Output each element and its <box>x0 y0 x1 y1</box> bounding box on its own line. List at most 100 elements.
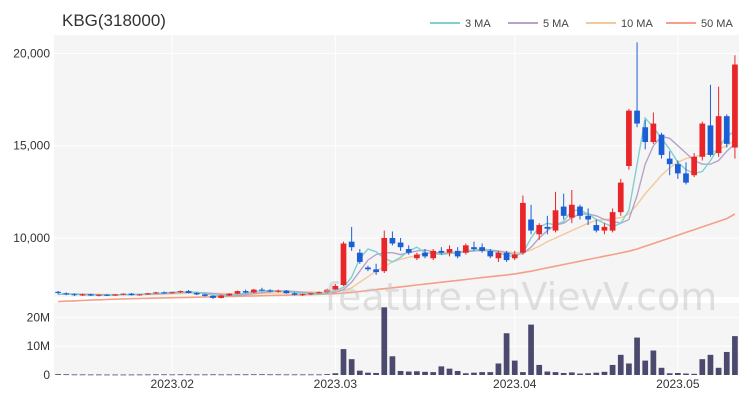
volume-bar <box>316 374 322 376</box>
volume-bar <box>299 374 306 376</box>
candle-body <box>617 182 624 213</box>
date-tick-label: 2023.03 <box>314 377 358 391</box>
candle-body <box>414 254 420 259</box>
volume-bar <box>87 374 94 376</box>
candle-body <box>691 156 698 176</box>
volume-bar <box>723 351 730 375</box>
volume-bar <box>373 372 379 375</box>
candle-body <box>544 226 551 229</box>
candle-body <box>153 292 159 294</box>
candle-body <box>348 241 355 248</box>
volume-bar <box>275 374 282 376</box>
candle-body <box>308 293 314 295</box>
candle-body <box>723 116 730 144</box>
candle-body <box>128 293 135 296</box>
legend: 3 MA 5 MA 10 MA 50 MA <box>430 18 733 30</box>
volume-bar <box>128 374 135 376</box>
volume-bar <box>381 307 388 375</box>
volume-bar <box>487 372 494 375</box>
ma50-legend-label: 50 MA <box>701 18 733 30</box>
volume-bar <box>308 374 314 376</box>
candle-body <box>161 292 167 294</box>
candle-body <box>226 293 233 296</box>
candle-body <box>511 254 518 259</box>
volume-tick-label: 20M <box>27 310 50 324</box>
volume-bar <box>365 372 371 375</box>
volume-bar <box>528 324 534 375</box>
candle-body <box>601 226 608 231</box>
volume-bar <box>650 350 657 375</box>
volume-bar <box>609 364 616 375</box>
volume-bar <box>634 337 640 375</box>
candle-body <box>430 250 437 259</box>
candle-body <box>218 295 225 298</box>
volume-bar <box>568 372 575 375</box>
volume-bar <box>242 374 249 376</box>
volume-bar <box>283 374 290 376</box>
ma50-line <box>58 213 736 303</box>
candle-body <box>291 293 298 295</box>
candle-body <box>259 289 265 291</box>
candle-body <box>503 252 510 261</box>
candle-body <box>316 292 322 294</box>
chart-title: KBG(318000) <box>62 11 166 30</box>
volume-bar <box>462 373 469 375</box>
watermark: feature.enVievV.com <box>325 275 718 319</box>
candle-body <box>520 202 526 253</box>
volume-bar <box>446 368 453 375</box>
volume-bar <box>104 374 110 376</box>
candle-body <box>560 206 567 216</box>
volume-bar <box>291 374 298 376</box>
candle-body <box>144 293 151 295</box>
ma3-legend-label: 3 MA <box>465 18 491 30</box>
candle-body <box>169 292 176 294</box>
candle-body <box>462 245 469 253</box>
volume-bar <box>560 372 567 375</box>
candle-body <box>699 123 706 157</box>
candle-body <box>185 291 192 293</box>
volume-bar <box>79 374 86 376</box>
candle-body <box>381 237 388 272</box>
volume-bar <box>153 374 159 376</box>
candle-body <box>577 206 583 216</box>
candle-body <box>650 123 657 143</box>
x-axis: 2023.02 2023.03 2023.04 2023.05 <box>151 377 700 391</box>
volume-bar <box>626 363 632 375</box>
volume-bar <box>267 374 273 376</box>
volume-bar <box>210 374 216 376</box>
volume-bar <box>169 374 176 376</box>
volume-bar <box>658 367 665 375</box>
volume-bars <box>55 307 738 376</box>
volume-bar <box>120 374 127 376</box>
volume-bar <box>511 360 518 375</box>
price-axis: 10,000 15,000 20,000 <box>13 46 50 245</box>
candle-body <box>446 249 453 253</box>
candle-body <box>202 294 208 296</box>
volume-bar <box>226 374 233 376</box>
volume-bar <box>544 371 551 375</box>
volume-tick-label: 10M <box>27 339 50 353</box>
candle-body <box>568 204 575 218</box>
volume-bar <box>601 371 608 375</box>
volume-bar <box>136 374 143 376</box>
volume-bar <box>356 370 363 375</box>
volume-bar <box>177 374 184 376</box>
candle-body <box>642 127 649 143</box>
candle-body <box>422 252 428 257</box>
candle-body <box>283 290 290 294</box>
volume-bar <box>732 336 738 375</box>
ma5-legend-label: 5 MA <box>543 18 569 30</box>
candle-body <box>389 237 396 244</box>
candle-body <box>332 285 339 290</box>
volume-bar <box>666 373 673 375</box>
candle-body <box>63 293 70 295</box>
candle-body <box>210 295 216 298</box>
volume-panel <box>54 303 739 375</box>
volume-bar <box>144 374 151 376</box>
candle-body <box>397 242 404 248</box>
candle-body <box>120 293 127 295</box>
volume-bar <box>389 356 396 375</box>
volume-bar <box>112 374 119 376</box>
candle-body <box>87 294 94 296</box>
ma10-line <box>58 139 736 296</box>
